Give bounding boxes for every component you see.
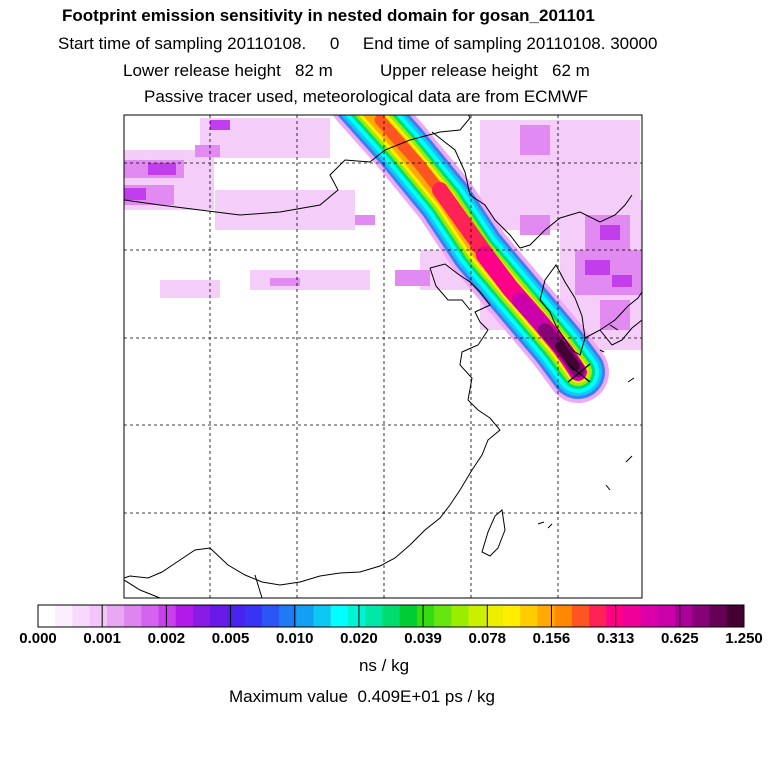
colorbar-swatch [657,605,676,627]
colorbar-swatch [709,605,728,627]
colorbar-swatch [313,605,332,627]
colorbar-swatch [227,605,246,627]
colorbar-swatch [210,605,228,627]
colorbar-swatch [606,605,624,627]
colorbar-tick-label: 0.020 [340,630,378,647]
colorbar-tick-label: 0.005 [211,630,250,647]
colorbar-swatch [692,605,711,627]
release-site-marker [567,363,591,383]
colorbar-tick-label: 0.010 [275,630,314,647]
colorbar-swatch [124,605,142,627]
sensitivity-field [124,115,642,598]
colorbar-swatch [261,605,280,627]
colorbar-swatch [244,605,263,627]
colorbar-swatch [726,605,745,627]
colorbar-tick-label: 0.039 [404,630,442,647]
colorbar-swatch [192,605,211,627]
colorbar-swatch [554,605,573,627]
sampling-time-line: Start time of sampling 20110108. 0 End t… [58,34,658,53]
colorbar-swatch [640,605,659,627]
colorbar-swatch [485,605,504,627]
colorbar-swatch [158,605,177,627]
colorbar-swatch [537,605,556,627]
map-frame [123,114,643,599]
colorbar-swatch [296,605,315,627]
colorbar-swatch [175,605,194,627]
colorbar-swatch [330,605,349,627]
colorbar-tick-label: 1.250 [725,630,763,647]
colorbar-swatch [55,605,73,627]
colorbar [37,604,745,628]
colorbar-tick-label: 0.000 [19,630,57,647]
colorbar-frame [37,604,745,628]
colorbar-swatch [434,605,452,627]
tracer-info-line: Passive tracer used, meteorological data… [144,87,589,106]
colorbar-swatch [72,605,91,627]
colorbar-swatch [451,605,469,627]
colorbar-swatch [382,605,401,627]
plot-title: Footprint emission sensitivity in nested… [62,6,595,25]
colorbar-tick-label: 0.002 [147,630,186,647]
maximum-value-label: Maximum value 0.409E+01 ps / kg [229,687,495,706]
colorbar-swatch [468,605,487,627]
colorbar-swatch [571,605,590,627]
colorbar-swatch [416,605,435,627]
release-height-line: Lower release height 82 m Upper release … [123,61,590,80]
colorbar-swatch [399,605,418,627]
colorbar-tick-label: 0.313 [596,630,635,647]
colorbar-swatch [347,605,366,627]
colorbar-tick-label: 0.078 [468,630,507,647]
colorbar-swatch [589,605,607,627]
colorbar-swatch [106,605,125,627]
colorbar-swatch [520,605,538,627]
colorbar-tick-label: 0.625 [661,630,699,647]
colorbar-tick-label: 0.156 [532,630,571,647]
colorbar-swatch [675,605,693,627]
colorbar-swatch [38,605,56,627]
colorbar-swatch [141,605,160,627]
colorbar-tick-label: 0.001 [83,630,121,647]
colorbar-unit-label: ns / kg [358,656,410,675]
colorbar-swatch [365,605,383,627]
colorbar-swatch [502,605,521,627]
colorbar-swatch [89,605,108,627]
colorbar-swatch [623,605,642,627]
colorbar-swatch [279,605,297,627]
